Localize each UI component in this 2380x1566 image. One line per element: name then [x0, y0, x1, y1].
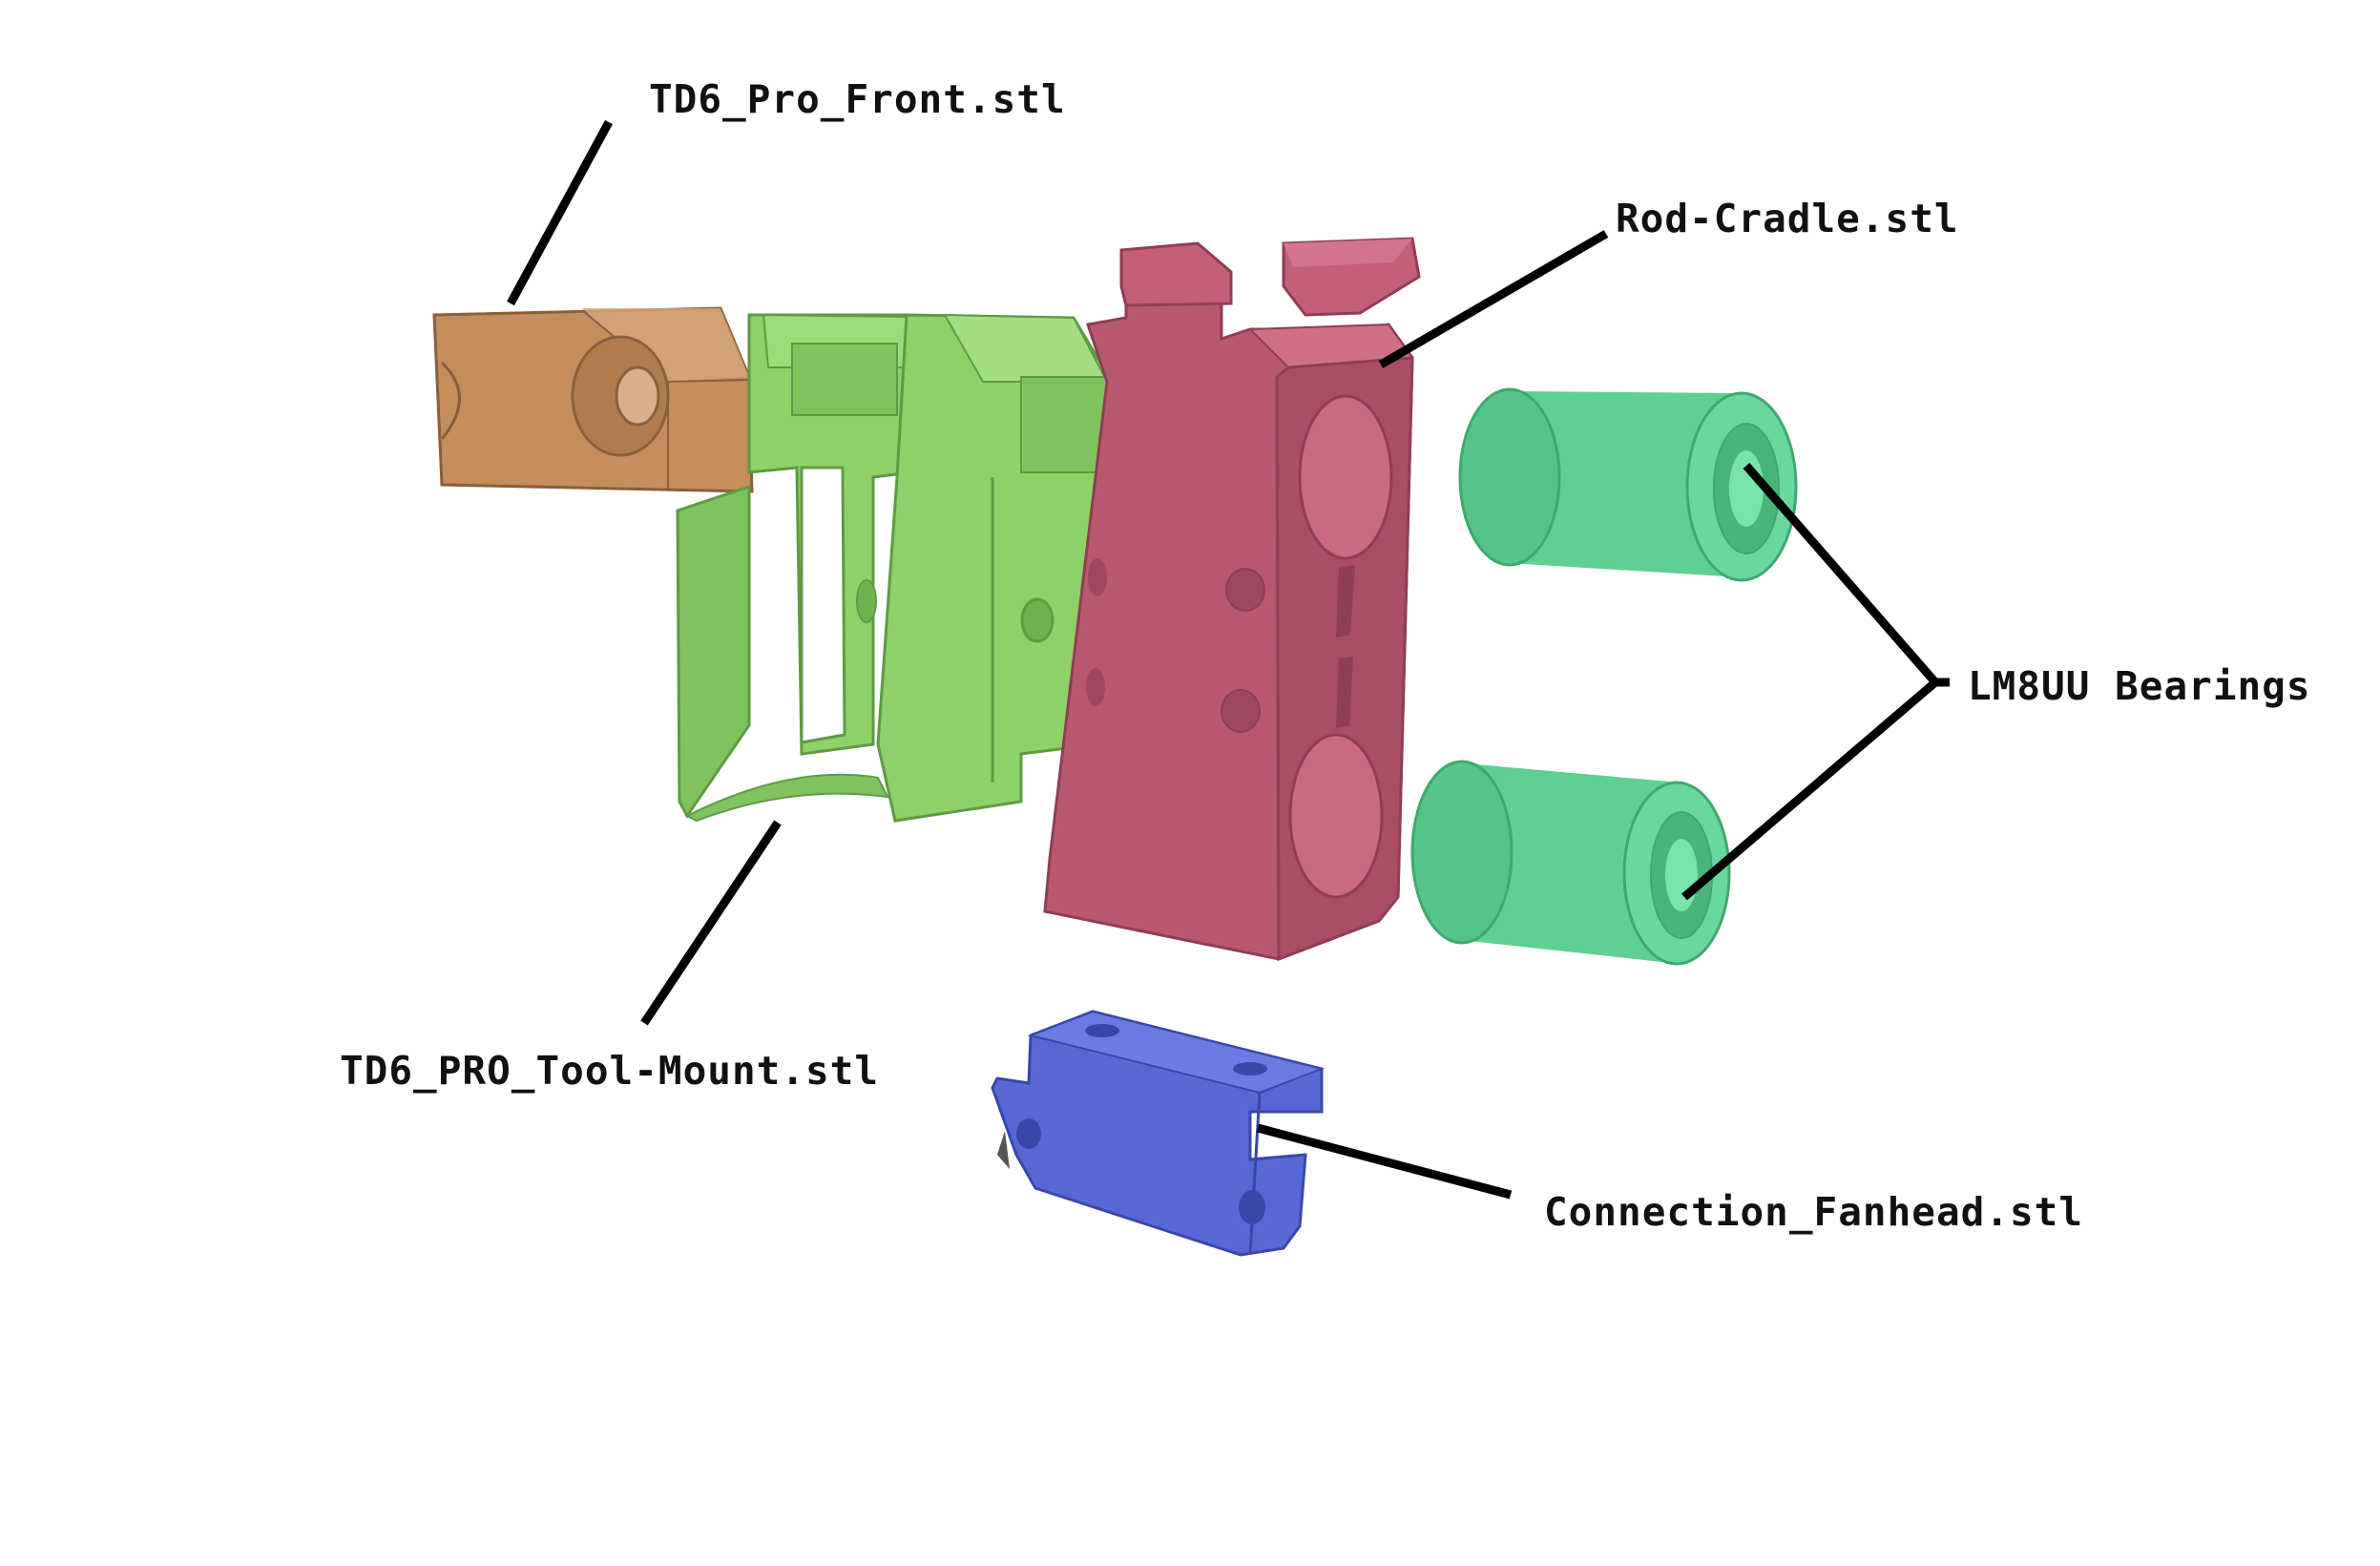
part-td6-pro-front	[432, 306, 754, 493]
part-td6-pro-tool-mount	[676, 313, 1114, 823]
label-connection-fanhead: Connection_Fanhead.stl	[1544, 1189, 2084, 1235]
label-rod-cradle: Rod-Cradle.stl	[1616, 196, 1959, 241]
leader-line-rod-cradle	[1378, 230, 1609, 368]
part-rod-cradle	[1043, 237, 1421, 962]
leader-line-tool-mount	[640, 820, 782, 1026]
leader-line-fanhead	[1256, 1123, 1513, 1200]
part-lm8uu-bearing-bottom	[1410, 760, 1731, 966]
part-lm8uu-bearing-top	[1458, 387, 1798, 582]
leader-line-front	[507, 119, 613, 306]
label-lm8uu-bearings: LM8UU Bearings	[1968, 663, 2311, 709]
label-td6-pro-front: TD6_Pro_Front.stl	[649, 76, 1066, 122]
label-td6-pro-tool-mount: TD6_PRO_Tool-Mount.stl	[340, 1048, 880, 1094]
part-connection-fanhead	[991, 1010, 1326, 1257]
